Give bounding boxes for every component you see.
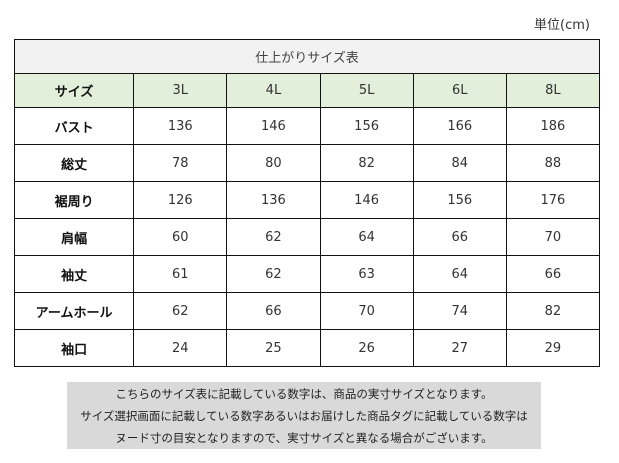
table-cell: 66 [226, 292, 321, 330]
table-title: 仕上がりサイズ表 [14, 39, 600, 74]
table-title-row: 仕上がりサイズ表 [14, 39, 600, 74]
row-label: 総丈 [13, 144, 135, 182]
table-cell: 82 [319, 144, 414, 182]
row-label: アームホール [13, 292, 135, 330]
row-label: 裾周り [13, 181, 135, 219]
table-cell: 66 [412, 218, 507, 256]
size-header-cell: 5L [319, 73, 414, 108]
table-cell: 26 [319, 329, 414, 367]
table-cell: 156 [319, 107, 414, 145]
table-cell: 64 [412, 255, 507, 293]
table-cell: 27 [412, 329, 507, 367]
table-cell: 80 [226, 144, 321, 182]
measurement-note: こちらのサイズ表に記載している数字は、商品の実寸サイズとなります。 サイズ選択画… [67, 382, 541, 449]
table-cell: 63 [319, 255, 414, 293]
note-line: サイズ選択画面に記載している数字あるいはお届けした商品タグに記載している数字は [80, 408, 528, 423]
table-row: バスト 136 146 156 166 186 [13, 107, 601, 145]
size-header-row: サイズ 3L 4L 5L 6L 8L [13, 73, 601, 108]
table-cell: 84 [412, 144, 507, 182]
size-header-cell: 3L [133, 73, 228, 108]
table-row: 袖丈 61 62 63 64 66 [13, 255, 601, 293]
table-cell: 74 [412, 292, 507, 330]
size-table: 仕上がりサイズ表 サイズ 3L 4L 5L 6L 8L バスト 136 146 … [13, 39, 601, 367]
table-cell: 24 [133, 329, 228, 367]
row-label: 袖丈 [13, 255, 135, 293]
size-header-label: サイズ [13, 73, 135, 108]
table-cell: 60 [133, 218, 228, 256]
table-cell: 126 [133, 181, 228, 219]
table-cell: 146 [319, 181, 414, 219]
table-cell: 61 [133, 255, 228, 293]
note-line: こちらのサイズ表に記載している数字は、商品の実寸サイズとなります。 [115, 386, 493, 401]
table-cell: 146 [226, 107, 321, 145]
table-cell: 156 [412, 181, 507, 219]
table-row: アームホール 62 66 70 74 82 [13, 292, 601, 330]
size-header-cell: 6L [412, 73, 507, 108]
table-row: 総丈 78 80 82 84 88 [13, 144, 601, 182]
table-cell: 82 [505, 292, 601, 330]
table-cell: 70 [319, 292, 414, 330]
table-cell: 136 [133, 107, 228, 145]
table-cell: 186 [505, 107, 601, 145]
table-cell: 29 [505, 329, 601, 367]
table-cell: 64 [319, 218, 414, 256]
row-label: バスト [13, 107, 135, 145]
table-cell: 88 [505, 144, 601, 182]
table-cell: 176 [505, 181, 601, 219]
table-cell: 25 [226, 329, 321, 367]
table-row: 袖口 24 25 26 27 29 [13, 329, 601, 367]
table-cell: 62 [133, 292, 228, 330]
table-cell: 78 [133, 144, 228, 182]
table-cell: 136 [226, 181, 321, 219]
table-cell: 66 [505, 255, 601, 293]
table-cell: 166 [412, 107, 507, 145]
size-header-cell: 4L [226, 73, 321, 108]
table-cell: 62 [226, 255, 321, 293]
unit-label: 単位(cm) [534, 18, 590, 33]
size-header-cell: 8L [505, 73, 601, 108]
table-cell: 62 [226, 218, 321, 256]
table-row: 裾周り 126 136 146 156 176 [13, 181, 601, 219]
row-label: 袖口 [13, 329, 135, 367]
note-line: ヌード寸の目安となりますので、実寸サイズと異なる場合がございます。 [115, 430, 493, 445]
table-row: 肩幅 60 62 64 66 70 [13, 218, 601, 256]
row-label: 肩幅 [13, 218, 135, 256]
table-cell: 70 [505, 218, 601, 256]
